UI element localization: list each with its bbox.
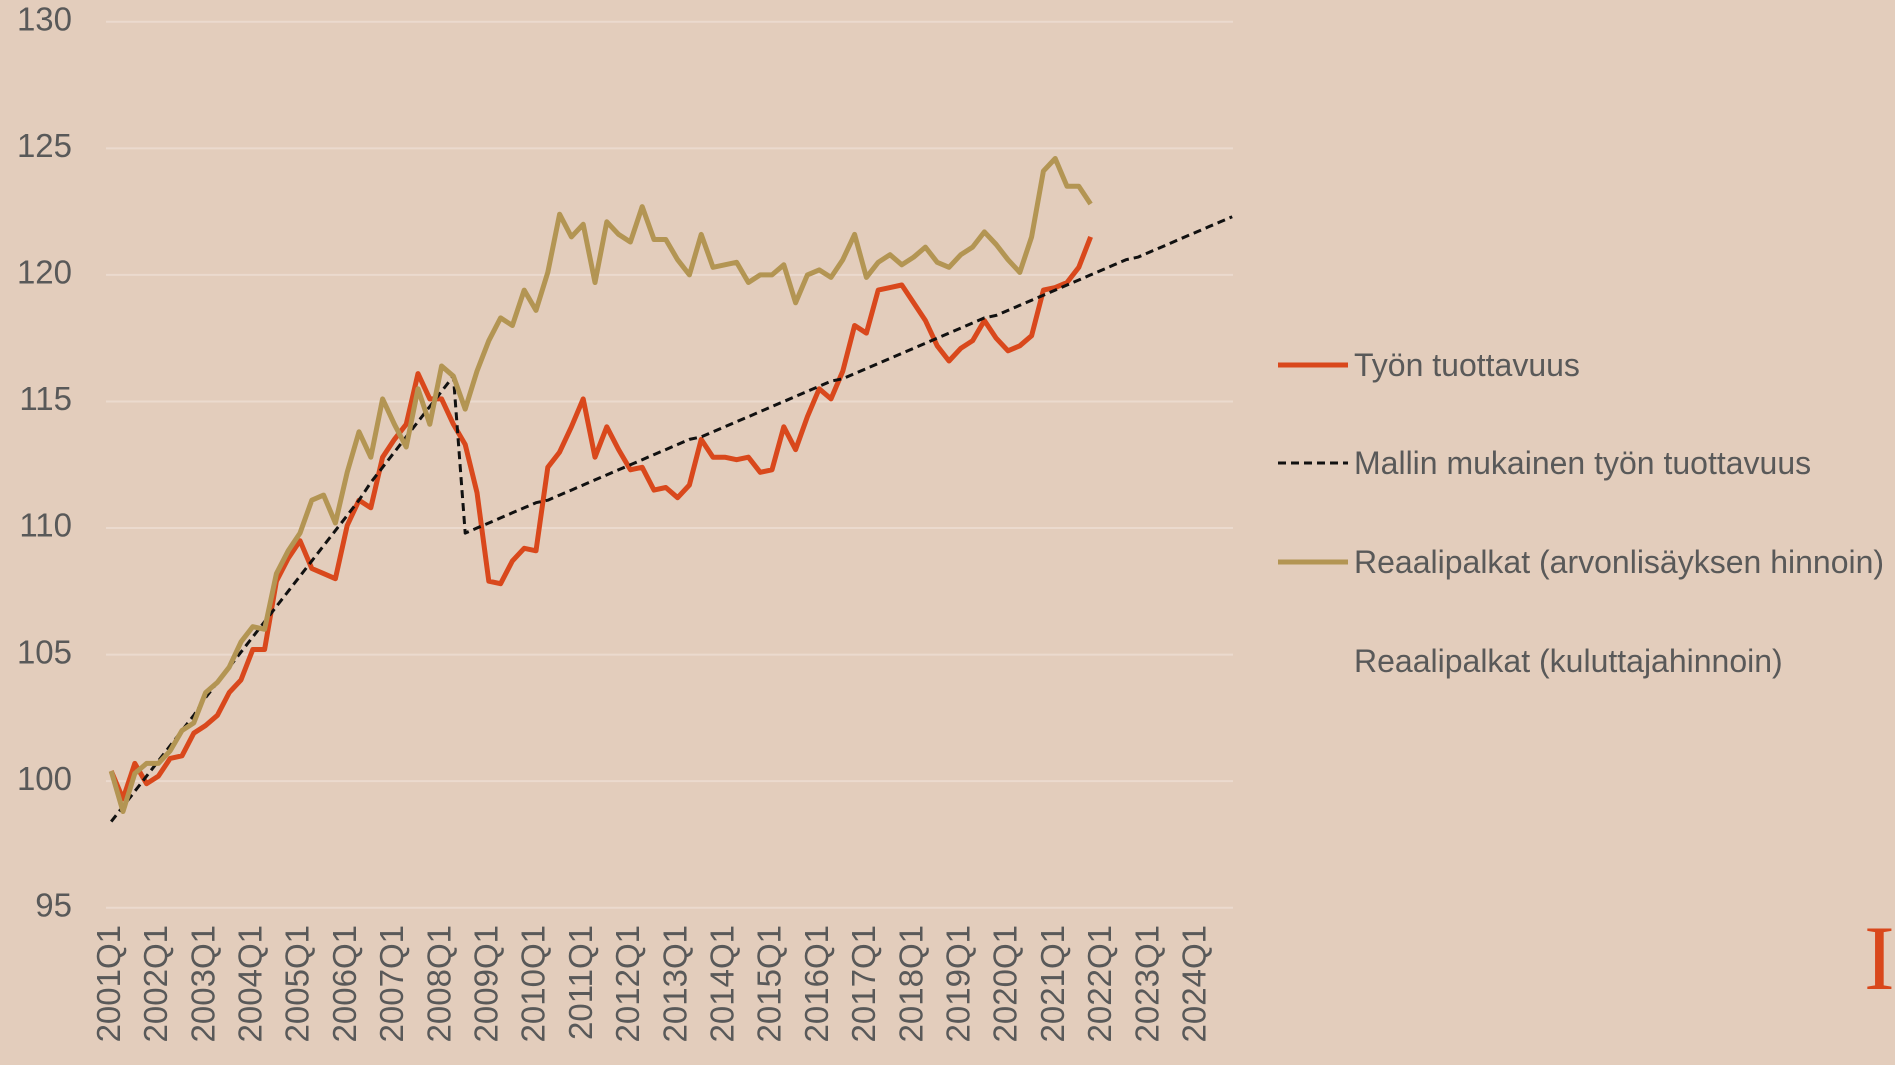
line-series — [108, 235, 1093, 802]
x-tick-label: 2005Q1 — [279, 925, 316, 1042]
x-tick-label: 2015Q1 — [751, 925, 788, 1042]
x-tick-label: 2002Q1 — [137, 925, 174, 1042]
x-tick-label: 2019Q1 — [940, 925, 977, 1042]
y-tick-label: 105 — [17, 633, 72, 670]
x-tick-label: 2022Q1 — [1081, 925, 1118, 1042]
x-tick-label: 2001Q1 — [90, 925, 127, 1042]
x-tick-label: 2003Q1 — [184, 925, 221, 1042]
legend-swatch — [1278, 641, 1348, 682]
legend-swatch — [1278, 461, 1348, 465]
x-tick-label: 2006Q1 — [326, 925, 363, 1042]
x-tick-label: 2023Q1 — [1128, 925, 1165, 1042]
x-tick-label: 2012Q1 — [609, 925, 646, 1042]
legend-label: Työn tuottavuus — [1354, 347, 1580, 383]
x-tick-label: 2009Q1 — [468, 925, 505, 1042]
logo: I — [1864, 907, 1895, 1009]
y-tick-label: 110 — [19, 507, 72, 544]
x-tick-label: 2008Q1 — [420, 925, 457, 1042]
legend-label: Reaalipalkat (kuluttajahinnoin) — [1354, 643, 1783, 679]
y-tick-label: 95 — [35, 886, 72, 923]
line-series — [108, 156, 1093, 814]
y-tick-label: 100 — [17, 760, 72, 797]
legend-item: Reaalipalkat (kuluttajahinnoin) — [1278, 641, 1888, 682]
x-tick-label: 2021Q1 — [1034, 925, 1071, 1042]
x-tick-label: 2007Q1 — [373, 925, 410, 1042]
legend-label: Mallin mukainen työn tuottavuus — [1354, 445, 1812, 481]
x-tick-label: 2024Q1 — [1176, 925, 1213, 1042]
legend-item: Mallin mukainen työn tuottavuus — [1278, 443, 1888, 484]
x-tick-label: 2004Q1 — [232, 925, 269, 1042]
legend-swatch — [1278, 362, 1348, 368]
x-tick-label: 2010Q1 — [515, 925, 552, 1042]
legend-item: Työn tuottavuus — [1278, 345, 1888, 386]
x-tick-label: 2014Q1 — [704, 925, 741, 1042]
line-series — [110, 215, 1233, 823]
x-tick-label: 2018Q1 — [892, 925, 929, 1042]
y-tick-label: 125 — [17, 127, 72, 164]
y-tick-label: 120 — [17, 254, 72, 291]
legend-label: Reaalipalkat (arvonlisäyksen hinnoin) — [1354, 544, 1885, 580]
y-tick-label: 130 — [17, 1, 72, 38]
x-tick-label: 2020Q1 — [987, 925, 1024, 1042]
legend-swatch — [1278, 559, 1348, 565]
legend-item: Reaalipalkat (arvonlisäyksen hinnoin) — [1278, 542, 1888, 583]
x-tick-label: 2016Q1 — [798, 925, 835, 1042]
x-tick-label: 2013Q1 — [656, 925, 693, 1042]
x-tick-label: 2011Q1 — [562, 925, 599, 1040]
x-tick-label: 2017Q1 — [845, 925, 882, 1042]
y-tick-label: 115 — [19, 380, 72, 417]
